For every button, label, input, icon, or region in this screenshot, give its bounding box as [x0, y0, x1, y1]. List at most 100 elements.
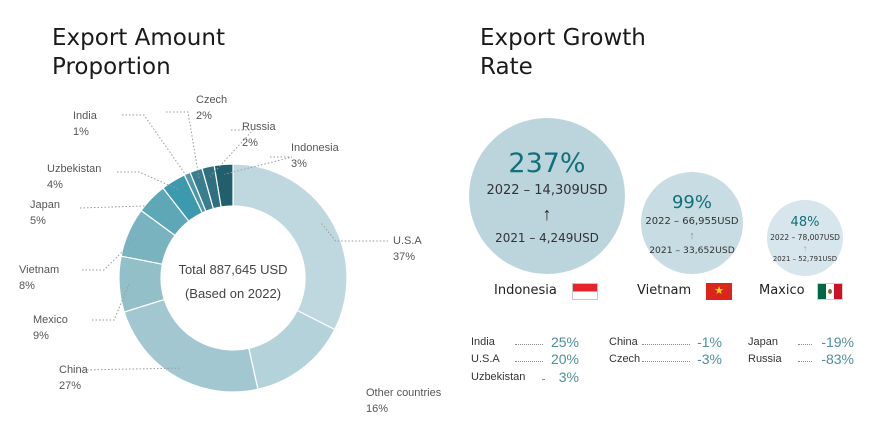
- growth-title-line1: Export Growth: [480, 25, 646, 51]
- growth-row-value-uzbekistan: 3%: [558, 369, 579, 385]
- proportion-title: Export Amount Proportion: [52, 24, 225, 82]
- slice-china: [123, 298, 259, 393]
- country-label-maxico: Maxico: [759, 283, 805, 298]
- leader-line-russia: [209, 129, 255, 177]
- growth-row-name-china: China: [609, 336, 638, 348]
- leader-line-uzbekistan: [117, 171, 179, 190]
- leader-line-mexico: [92, 283, 130, 321]
- growth-row-leader-china: [642, 344, 690, 345]
- leader-line-u-s-a: [321, 223, 388, 242]
- slice-indonesia: [213, 163, 234, 208]
- pie-label-name: Czech: [196, 94, 228, 106]
- pie-label-name: India: [73, 110, 97, 122]
- pie-label-name: Japan: [30, 199, 60, 211]
- growth-row-leader-japan: [798, 344, 812, 345]
- pie-label-japan: Japan 5%: [30, 197, 60, 229]
- bubble-value-2022: 2022 – 14,309USD: [486, 183, 608, 199]
- pie-label-india: India 1%: [73, 108, 97, 140]
- growth-row-leader-russia: [798, 361, 812, 362]
- growth-row-value-russia: -83%: [821, 351, 854, 367]
- pie-label-russia: Russia 2%: [242, 119, 276, 151]
- pie-label-value: 5%: [30, 215, 46, 227]
- bubble-growth-pct: 237%: [508, 147, 586, 179]
- arrow-up-icon: ↑: [542, 204, 552, 225]
- pie-label-uzbekistan: Uzbekistan 4%: [47, 161, 101, 193]
- growth-row-leader-uzbekistan: [542, 379, 544, 380]
- growth-row-value-china: -1%: [697, 334, 722, 350]
- growth-row-value-czech: -3%: [697, 351, 722, 367]
- mexico-emblem-icon: [828, 289, 832, 294]
- pie-label-name: Other countries: [366, 387, 442, 399]
- growth-row-value-india: 25%: [550, 334, 579, 350]
- leader-line-china: [79, 367, 182, 371]
- pie-label-value: 27%: [59, 380, 82, 392]
- proportion-title-line2: Proportion: [52, 54, 171, 80]
- growth-row-name-czech: Czech: [609, 353, 641, 365]
- arrow-up-icon: ↑: [803, 243, 807, 253]
- growth-bubble-indonesia: 237% 2022 – 14,309USD ↑ 2021 – 4,249USD: [469, 118, 625, 274]
- slice-other-countries: [248, 309, 336, 390]
- flag-maxico-icon: [817, 283, 843, 300]
- bubble-content: 48% 2022 – 78,007USD ↑ 2021 – 52,791USD: [767, 215, 843, 264]
- growth-row-name-uzbekistan: Uzbekistan: [471, 371, 526, 383]
- pie-label-name: U.S.A: [393, 235, 422, 247]
- pie-label-u-s-a: U.S.A 37%: [393, 233, 422, 265]
- growth-title-line2: Rate: [480, 54, 533, 80]
- leader-line-india: [122, 114, 192, 184]
- leader-line-vietnam: [82, 235, 139, 271]
- bubble-growth-pct: 99%: [671, 192, 712, 214]
- pie-label-value: 2%: [242, 137, 258, 149]
- bubble-value-2022: 2022 – 78,007USD: [770, 232, 840, 242]
- flag-indonesia-icon: [572, 283, 598, 300]
- pie-label-value: 9%: [33, 330, 49, 342]
- country-label-vietnam: Vietnam: [637, 283, 692, 298]
- bubble-content: 99% 2022 – 66,955USD ↑ 2021 – 33,652USD: [641, 192, 743, 258]
- pie-label-name: Uzbekistan: [47, 163, 102, 175]
- growth-row-leader-czech: [642, 361, 690, 362]
- growth-row-value-u-s-a: 20%: [550, 351, 579, 367]
- pie-label-value: 2%: [196, 110, 212, 122]
- bubble-growth-pct: 48%: [790, 215, 820, 231]
- pie-label-name: Mexico: [33, 314, 68, 326]
- pie-label-name: Vietnam: [19, 264, 60, 276]
- pie-label-name: China: [59, 364, 88, 376]
- leader-line-czech: [166, 111, 200, 180]
- growth-bubble-maxico: 48% 2022 – 78,007USD ↑ 2021 – 52,791USD: [767, 200, 843, 276]
- leader-line-japan: [79, 204, 159, 209]
- flag-vietnam-icon: ★: [706, 283, 732, 300]
- arrow-up-icon: ↑: [689, 229, 695, 242]
- donut-total: Total 887,645 USD: [178, 262, 288, 277]
- pie-label-vietnam: Vietnam 8%: [19, 262, 59, 294]
- pie-label-value: 1%: [73, 126, 89, 138]
- pie-label-mexico: Mexico 9%: [33, 312, 68, 344]
- bubble-content: 237% 2022 – 14,309USD ↑ 2021 – 4,249USD: [469, 147, 625, 250]
- slice-u-s-a: [232, 163, 348, 331]
- growth-row-name-india: India: [471, 336, 495, 348]
- donut-center-label: Total 887,645 USD (Based on 2022): [163, 258, 303, 306]
- pie-label-china: China 27%: [59, 362, 88, 394]
- pie-label-value: 3%: [291, 158, 307, 170]
- leader-line-indonesia: [224, 156, 293, 175]
- bubble-value-2022: 2022 – 66,955USD: [645, 215, 739, 227]
- donut-basis: (Based on 2022): [184, 286, 282, 301]
- growth-bubble-vietnam: 99% 2022 – 66,955USD ↑ 2021 – 33,652USD: [641, 172, 743, 274]
- growth-row-name-russia: Russia: [748, 353, 782, 365]
- growth-title: Export Growth Rate: [480, 24, 646, 82]
- growth-row-leader-u-s-a: [515, 361, 543, 362]
- country-label-indonesia: Indonesia: [494, 283, 557, 298]
- pie-label-czech: Czech 2%: [196, 92, 227, 124]
- pie-label-value: 16%: [366, 403, 389, 415]
- bubble-value-2021: 2021 – 4,249USD: [495, 231, 599, 246]
- pie-label-value: 4%: [47, 179, 63, 191]
- pie-label-value: 37%: [393, 251, 416, 263]
- pie-label-name: Indonesia: [291, 142, 339, 154]
- pie-label-value: 8%: [19, 280, 35, 292]
- bubble-value-2021: 2021 – 52,791USD: [772, 254, 838, 263]
- leader-lines: [79, 111, 388, 371]
- growth-row-name-u-s-a: U.S.A: [471, 353, 500, 365]
- proportion-title-line1: Export Amount: [52, 25, 225, 51]
- growth-row-value-japan: -19%: [821, 334, 854, 350]
- pie-label-indonesia: Indonesia 3%: [291, 140, 339, 172]
